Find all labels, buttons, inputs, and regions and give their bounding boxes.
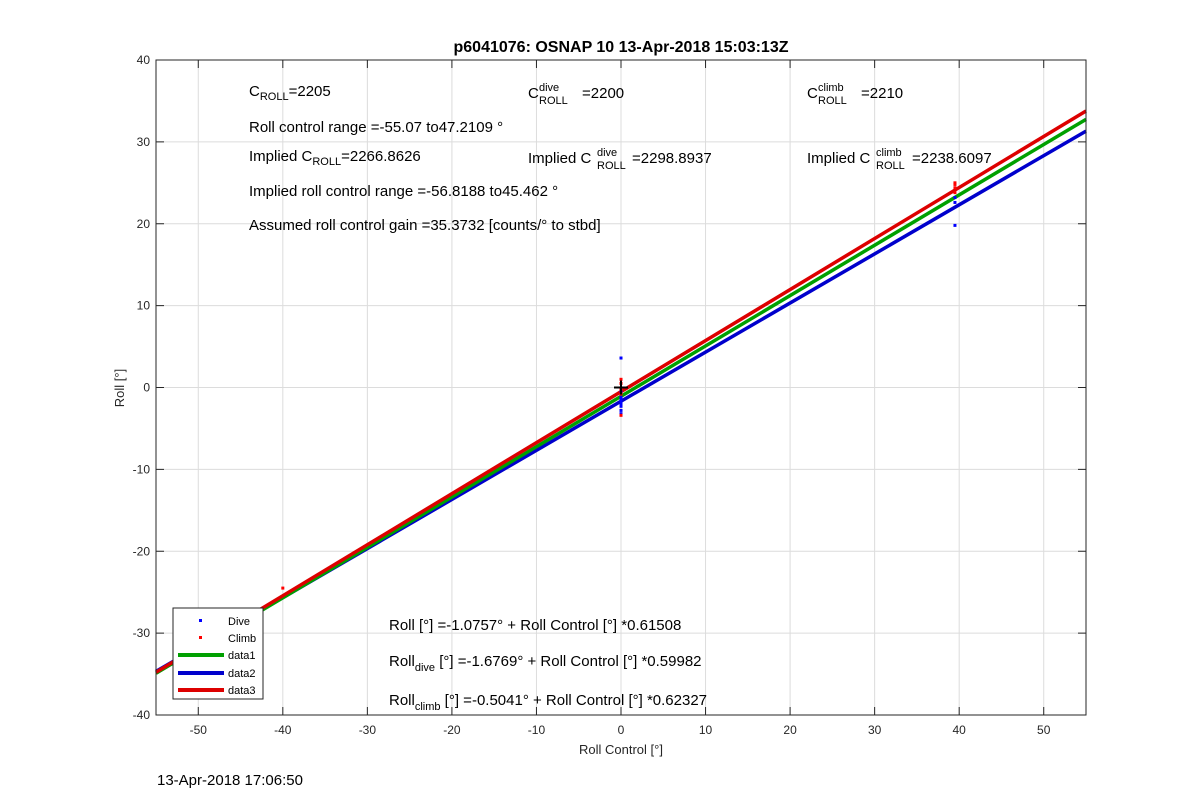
svg-text:=2298.8937: =2298.8937 (632, 150, 712, 167)
chart-title: p6041076: OSNAP 10 13-Apr-2018 15:03:13Z (454, 39, 789, 56)
x-tick-label: 10 (699, 723, 713, 737)
annotation-fit-dive: Rolldive [°] =-1.6769° + Roll Control [°… (389, 653, 702, 674)
x-axis-label: Roll Control [°] (579, 742, 663, 757)
point-dive (619, 356, 623, 360)
x-tick-label: 40 (953, 723, 967, 737)
legend-label-data3: data3 (228, 685, 256, 697)
point-climb (953, 186, 957, 190)
point-dive (619, 395, 623, 399)
legend-label-dive: Dive (228, 616, 250, 628)
x-tick-label: -10 (528, 723, 546, 737)
annotation-fit-climb: Rollclimb [°] =-0.5041° + Roll Control [… (389, 692, 707, 713)
annotation-implied-c-climb: Implied C climb ROLL =2238.6097 (807, 147, 992, 172)
point-climb (619, 377, 623, 381)
svg-text:C: C (528, 85, 539, 102)
legend-entry-data3: data3 (178, 685, 256, 697)
point-dive (953, 200, 957, 204)
y-tick-label: 40 (137, 53, 151, 67)
point-dive (619, 412, 623, 416)
legend: Dive Climb data1 data2 data3 (172, 607, 264, 700)
x-tick-label: 30 (868, 723, 882, 737)
svg-text:dive: dive (539, 82, 559, 94)
legend-marker-climb (199, 636, 202, 639)
svg-text:Implied C: Implied C (807, 150, 871, 167)
y-tick-label: -40 (133, 708, 151, 722)
x-tick-label: -30 (359, 723, 377, 737)
point-climb (953, 191, 957, 195)
legend-entry-dive: Dive (199, 616, 250, 628)
annotation-gain: Assumed roll control gain =35.3732 [coun… (249, 217, 601, 234)
annotation-implied-range: Implied roll control range =-56.8188 to4… (249, 183, 558, 200)
y-tick-label: 10 (137, 299, 151, 313)
point-dive (619, 408, 623, 412)
y-axis-label: Roll [°] (112, 369, 127, 407)
y-tick-label: 30 (137, 135, 151, 149)
svg-text:=2200: =2200 (582, 85, 624, 102)
point-climb (953, 182, 957, 186)
point-dive (953, 223, 957, 227)
y-tick-label: -10 (133, 462, 151, 476)
print-timestamp: 13-Apr-2018 17:06:50 (157, 772, 303, 789)
svg-text:Implied C: Implied C (528, 150, 592, 167)
point-climb (619, 413, 623, 417)
point-climb (281, 586, 285, 590)
point-dive (619, 398, 623, 402)
x-tick-label: 0 (618, 723, 625, 737)
svg-text:C: C (807, 85, 818, 102)
svg-text:climb: climb (876, 147, 902, 159)
svg-text:ROLL: ROLL (876, 160, 905, 172)
x-tick-label: 20 (783, 723, 797, 737)
point-dive (619, 400, 623, 404)
y-tick-label: -20 (133, 544, 151, 558)
annotation-implied-c-roll: Implied CROLL=2266.8626 (249, 148, 421, 168)
y-tick-label: 20 (137, 217, 151, 231)
x-tick-label: -50 (190, 723, 208, 737)
x-tick-label: -20 (443, 723, 461, 737)
point-dive (953, 196, 957, 200)
svg-text:=2238.6097: =2238.6097 (912, 150, 992, 167)
legend-label-data1: data1 (228, 650, 256, 662)
svg-text:climb: climb (818, 82, 844, 94)
annotation-c-dive: C dive ROLL =2200 (528, 82, 624, 107)
legend-marker-dive (199, 619, 202, 622)
legend-label-data2: data2 (228, 668, 256, 680)
svg-text:ROLL: ROLL (539, 95, 568, 107)
legend-entry-data1: data1 (178, 650, 256, 662)
svg-text:dive: dive (597, 147, 617, 159)
legend-label-climb: Climb (228, 633, 256, 645)
point-dive (619, 402, 623, 406)
annotation-roll-range: Roll control range =-55.07 to47.2109 ° (249, 119, 503, 136)
y-tick-label: 0 (143, 381, 150, 395)
point-climb (953, 181, 957, 185)
x-tick-label: 50 (1037, 723, 1051, 737)
annotation-implied-c-dive: Implied C dive ROLL =2298.8937 (528, 147, 712, 172)
point-dive (619, 404, 623, 408)
x-tick-label: -40 (274, 723, 292, 737)
svg-text:ROLL: ROLL (818, 95, 847, 107)
legend-entry-climb: Climb (199, 633, 256, 645)
axis-ticks: -50 -40 -30 -20 -10 0 10 20 30 40 50 -40 -30 -20 -10 0 1… (133, 53, 1086, 737)
annotation-fit-all: Roll [°] =-1.0757° + Roll Control [°] *0… (389, 617, 681, 634)
y-tick-label: -30 (133, 626, 151, 640)
svg-text:=2210: =2210 (861, 85, 903, 102)
svg-text:ROLL: ROLL (597, 160, 626, 172)
legend-entry-data2: data2 (178, 668, 256, 680)
annotation-c-climb: C climb ROLL =2210 (807, 82, 903, 107)
origin-crosshair (614, 380, 628, 395)
annotation-c-roll: CROLL=2205 (249, 83, 331, 103)
